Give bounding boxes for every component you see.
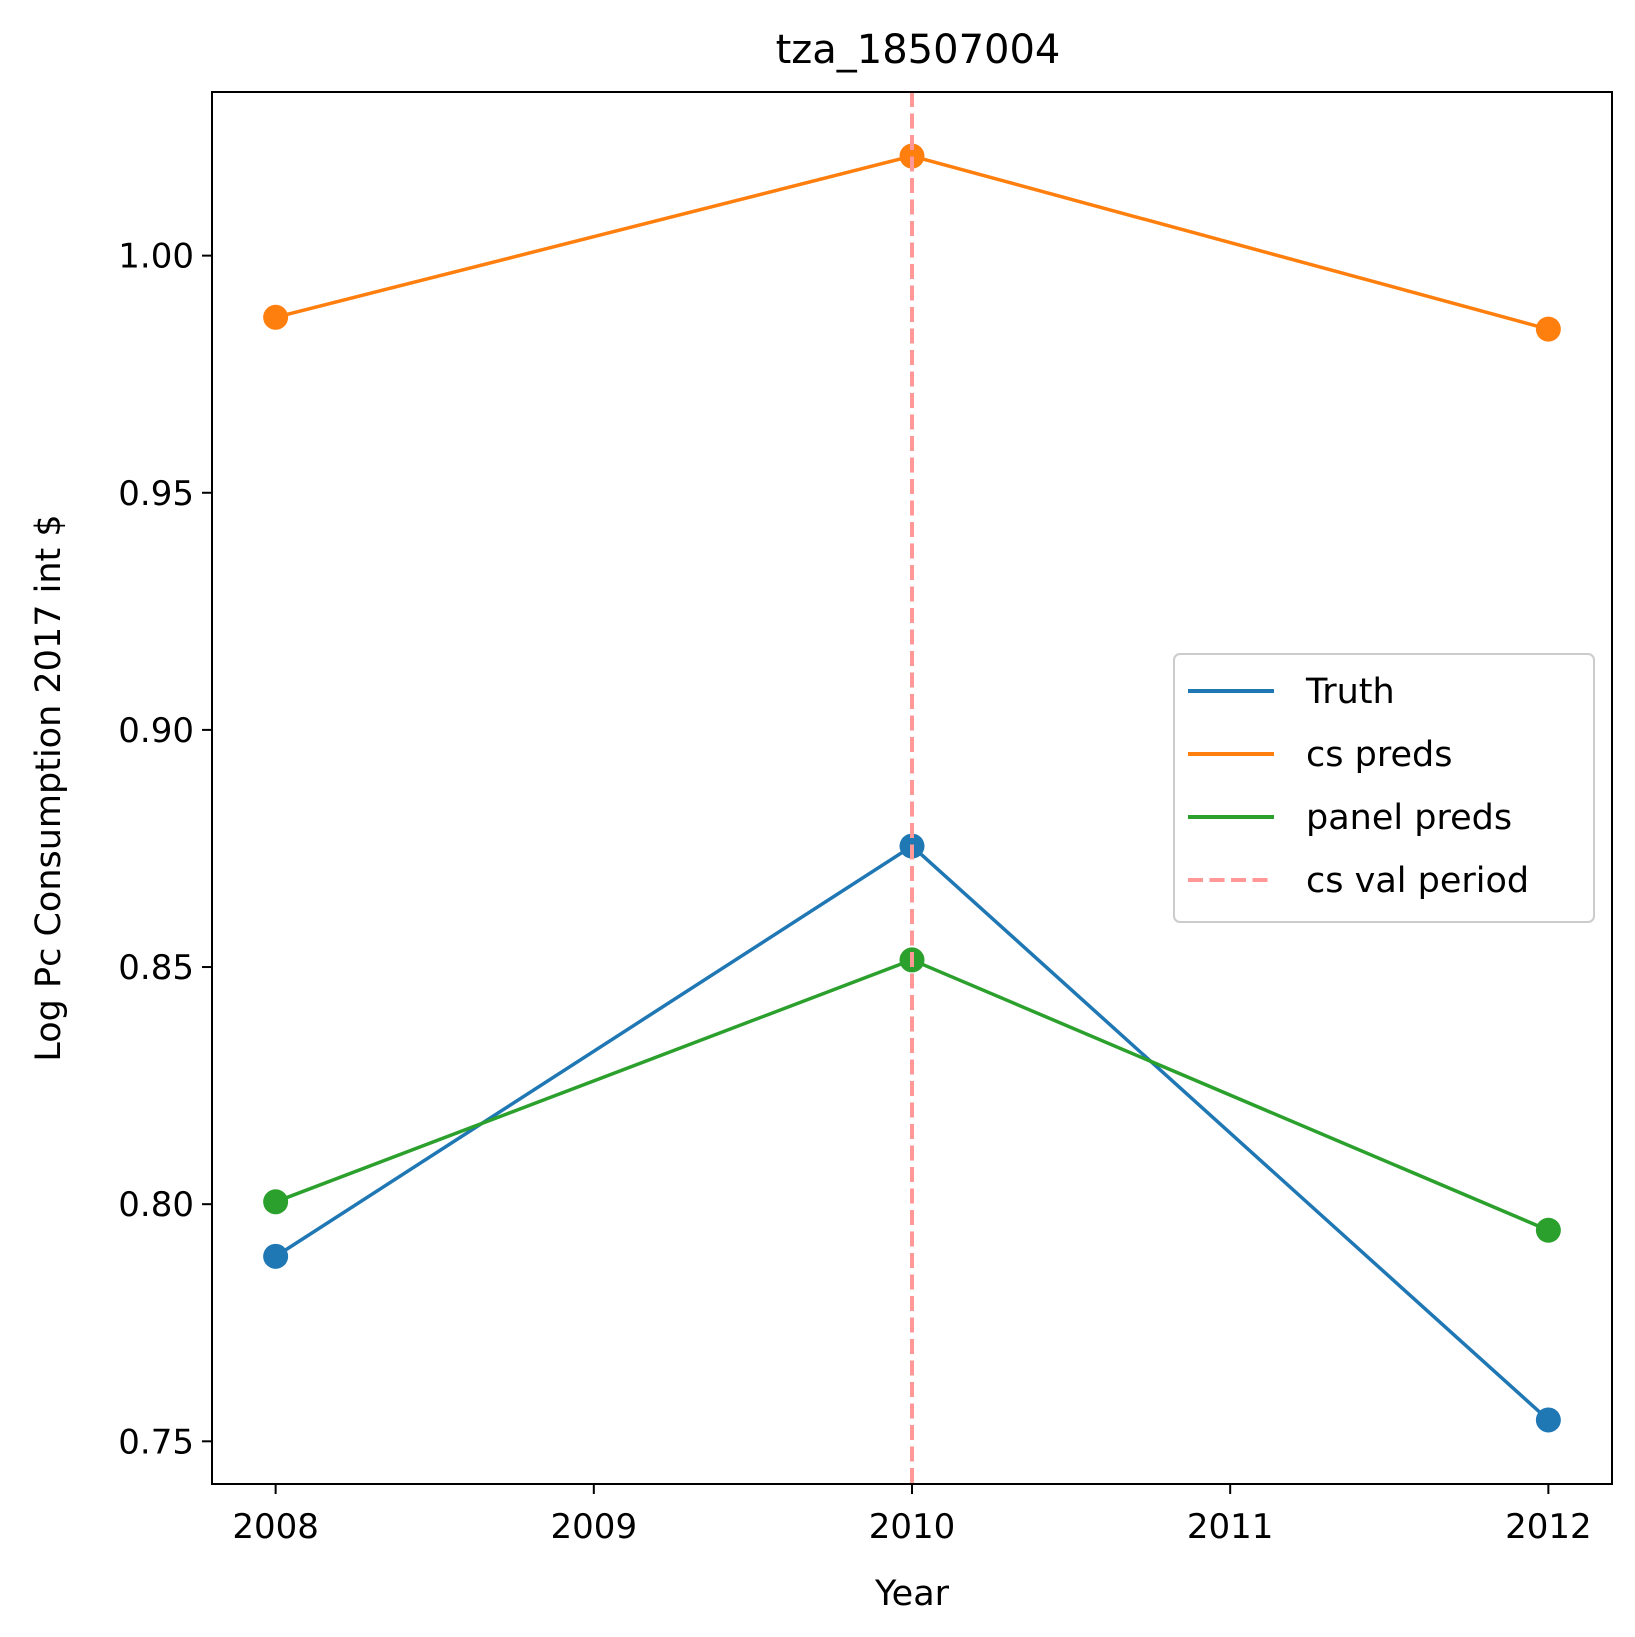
legend: Truth cs preds panel preds cs val period [1173, 653, 1595, 923]
y-axis-label: Log Pc Consumption 2017 int $ [29, 514, 69, 1061]
y-tick-label: 1.00 [118, 237, 194, 277]
plot-area [263, 92, 1561, 1484]
y-tick-label: 0.85 [118, 948, 194, 988]
legend-label-cs-preds: cs preds [1306, 735, 1452, 775]
data-point-panel-preds [1535, 1217, 1561, 1243]
legend-label-cs-val-period: cs val period [1306, 861, 1529, 901]
y-tick-label: 0.75 [118, 1422, 194, 1462]
data-point-cs-preds [899, 143, 925, 169]
data-point-truth [263, 1243, 289, 1269]
y-tick-label: 0.90 [118, 711, 194, 751]
legend-label-truth: Truth [1305, 672, 1395, 712]
x-tick-label: 2011 [1187, 1507, 1274, 1547]
chart-title: tza_18507004 [776, 27, 1061, 73]
x-tick-label: 2008 [232, 1507, 319, 1547]
x-axis-label: Year [874, 1574, 950, 1614]
y-axis: 0.75 0.80 0.85 0.90 0.95 1.00 [118, 237, 212, 1462]
y-tick-label: 0.80 [118, 1185, 194, 1225]
legend-label-panel-preds: panel preds [1306, 798, 1512, 838]
data-point-cs-preds [263, 304, 289, 330]
x-axis: 2008 2009 2010 2011 2012 [232, 1484, 1592, 1547]
data-point-cs-preds [1535, 316, 1561, 342]
legend-box [1173, 653, 1595, 923]
data-point-panel-preds [263, 1189, 289, 1215]
x-tick-label: 2009 [551, 1507, 638, 1547]
x-tick-label: 2010 [869, 1507, 956, 1547]
data-point-truth [1535, 1407, 1561, 1433]
x-tick-label: 2012 [1505, 1507, 1592, 1547]
y-tick-label: 0.95 [118, 474, 194, 514]
